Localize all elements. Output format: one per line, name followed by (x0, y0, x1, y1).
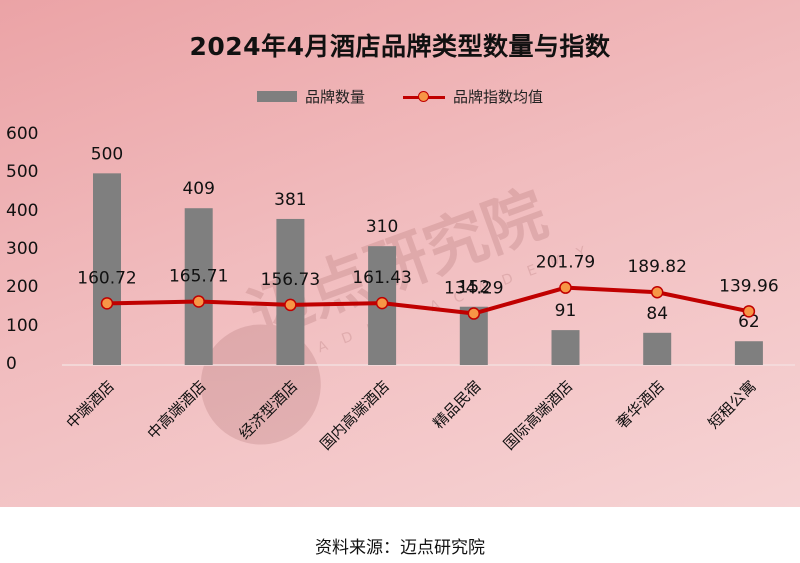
bar-value-label: 62 (738, 312, 760, 332)
bar-value-label: 381 (274, 190, 306, 210)
line-value-label: 160.72 (77, 268, 136, 288)
line-marker[interactable] (650, 285, 664, 299)
line-marker[interactable] (192, 295, 205, 308)
x-category-label: 精品民宿 (429, 377, 484, 432)
legend-item-line[interactable]: 品牌指数均值 (403, 86, 543, 107)
line-marker-swatch-icon (403, 90, 445, 103)
x-category-label: 短租公寓 (705, 377, 760, 432)
line-value-label: 134.29 (444, 279, 503, 299)
bar[interactable] (276, 218, 305, 365)
y-tick-label: 0 (6, 354, 17, 374)
line-marker[interactable] (100, 297, 114, 310)
y-tick-label: 500 (6, 162, 39, 183)
line-value-label: 165.71 (169, 266, 228, 286)
bar[interactable] (643, 332, 672, 365)
legend-line-label: 品牌指数均值 (453, 88, 544, 106)
bar-value-label: 84 (646, 304, 668, 324)
source-note: 资料来源：迈点研究院 (315, 538, 485, 558)
x-category-label: 奢华酒店 (613, 377, 668, 432)
x-category-label: 中端酒店 (63, 377, 118, 432)
index-line (106, 285, 750, 316)
bar-swatch-icon (256, 91, 297, 102)
bar[interactable] (734, 341, 763, 365)
line-marker[interactable] (559, 281, 572, 294)
y-tick-label: 400 (6, 200, 39, 221)
line-marker[interactable] (375, 296, 389, 310)
line-value-label: 139.96 (719, 276, 778, 296)
bar[interactable] (184, 208, 213, 365)
line-value-label: 189.82 (627, 257, 686, 277)
legend: 品牌数量 品牌指数均值 (0, 86, 800, 107)
line-value-label: 201.79 (536, 253, 595, 273)
line-value-label: 161.43 (352, 268, 411, 288)
y-tick-label: 200 (6, 277, 39, 298)
legend-bar-label: 品牌数量 (304, 88, 365, 106)
y-tick-label: 300 (6, 239, 39, 259)
line-marker[interactable] (742, 305, 756, 318)
bar-value-label: 310 (366, 217, 398, 237)
legend-item-bar[interactable]: 品牌数量 (256, 86, 365, 107)
y-tick-label: 600 (6, 124, 39, 144)
chart-title: 2024年4月酒店品牌类型数量与指数 (189, 32, 611, 61)
x-category-label: 中高端酒店 (144, 377, 210, 443)
bar-value-label: 409 (182, 179, 214, 199)
y-tick-label: 100 (6, 315, 39, 336)
chart-background (0, 0, 800, 507)
bar-value-label: 91 (555, 301, 577, 321)
line-value-label: 156.73 (261, 270, 320, 290)
bar[interactable] (93, 173, 121, 365)
bar-value-label: 500 (91, 144, 123, 164)
line-marker[interactable] (467, 307, 481, 320)
bar[interactable] (551, 330, 580, 365)
x-category-label: 国内高端酒店 (317, 377, 393, 453)
line-marker[interactable] (284, 298, 297, 312)
x-category-label: 国际高端酒店 (500, 377, 576, 453)
bar-value-label: 152 (458, 278, 490, 298)
